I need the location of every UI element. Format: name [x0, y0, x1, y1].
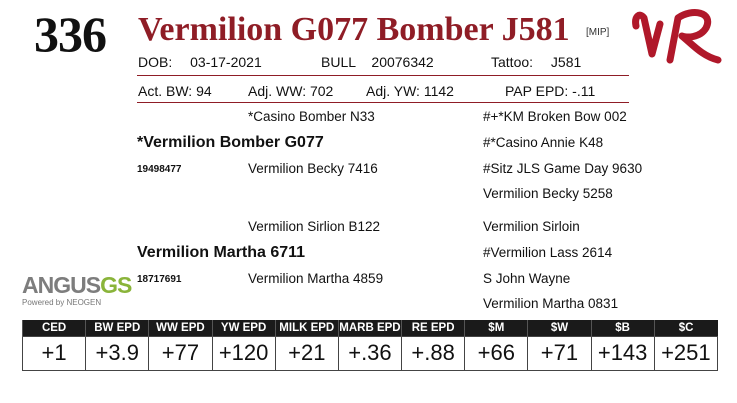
- tattoo-label: Tattoo:: [491, 54, 534, 70]
- logo-angus-text: ANGUS: [22, 272, 101, 298]
- dam-registration: 18717691: [137, 274, 182, 285]
- sex-value: BULL: [321, 54, 356, 70]
- epd-table: CED BW EPD WW EPD YW EPD MILK EPD MARB E…: [21, 320, 719, 371]
- epd-header-m: $M: [464, 320, 528, 336]
- registry-tag: [MIP]: [586, 27, 610, 38]
- dob-row: DOB: 03-17-2021: [138, 53, 262, 71]
- pedigree-sire-sire: *Casino Bomber N33: [248, 109, 375, 124]
- epd-value-m: +66: [464, 335, 529, 371]
- pedigree-dd-sire: S John Wayne: [483, 271, 571, 286]
- dob-label: DOB:: [138, 54, 173, 70]
- epd-value-re: +.88: [401, 335, 466, 371]
- epd-value-w: +71: [527, 335, 592, 371]
- epd-header-milk: MILK EPD: [274, 320, 339, 336]
- tattoo-value: J581: [550, 54, 582, 70]
- pedigree-sire: *Vermilion Bomber G077: [137, 134, 324, 151]
- animal-name: Vermilion G077 Bomber J581: [138, 11, 570, 48]
- logo-subtitle: Powered by NEOGEN: [22, 298, 102, 307]
- epd-value-ced: +1: [21, 335, 87, 371]
- pedigree-sire-dam: Vermilion Becky 7416: [248, 161, 378, 176]
- epd-value-bw: +3.9: [85, 335, 150, 371]
- vr-brand-logo: [632, 9, 722, 64]
- epd-value-yw: +120: [211, 335, 276, 371]
- sex-registration: BULL 20076342: [321, 53, 434, 71]
- epd-header-bw: BW EPD: [85, 320, 149, 336]
- pedigree-sd-dam: Vermilion Becky 5258: [483, 186, 613, 201]
- pap-epd: PAP EPD: -.11: [505, 83, 596, 99]
- adj-yw: Adj. YW: 1142: [366, 83, 454, 99]
- epd-value-milk: +21: [274, 335, 339, 371]
- pedigree-ss-sire: #+*KM Broken Bow 002: [483, 109, 627, 124]
- pedigree-dam-sire: Vermilion Sirlion B122: [248, 219, 381, 234]
- pedigree-dam-dam: Vermilion Martha 4859: [248, 271, 384, 286]
- epd-header-ww: WW EPD: [148, 320, 213, 336]
- lot-number: 336: [34, 6, 107, 62]
- epd-header-ced: CED: [21, 320, 86, 336]
- pedigree-sd-sire: #Sitz JLS Game Day 9630: [483, 161, 643, 176]
- logo-gs-text: GS: [100, 272, 132, 298]
- sire-registration: 19498477: [137, 164, 182, 175]
- dob-value: 03-17-2021: [190, 54, 262, 70]
- act-bw: Act. BW: 94: [138, 83, 212, 99]
- epd-header-c: $C: [653, 320, 718, 336]
- adj-ww: Adj. WW: 702: [248, 83, 334, 99]
- tattoo-row: Tattoo: J581: [491, 53, 581, 71]
- info-divider: [137, 75, 629, 76]
- epd-value-row: +1 +3.9 +77 +120 +21 +.36 +.88 +66 +71 +…: [21, 335, 719, 371]
- epd-header-row: CED BW EPD WW EPD YW EPD MILK EPD MARB E…: [21, 320, 718, 336]
- epd-header-yw: YW EPD: [211, 320, 276, 336]
- epd-value-c: +251: [653, 335, 719, 371]
- pedigree-dd-dam: Vermilion Martha 0831: [483, 296, 619, 311]
- epd-value-b: +143: [590, 335, 655, 371]
- epd-header-re: RE EPD: [401, 320, 465, 336]
- pedigree-ds-dam: #Vermilion Lass 2614: [483, 245, 613, 260]
- epd-header-w: $W: [527, 320, 592, 336]
- epd-value-ww: +77: [148, 335, 213, 371]
- weights-divider: [137, 102, 629, 103]
- epd-value-marb: +.36: [337, 335, 403, 371]
- pedigree-dam: Vermilion Martha 6711: [137, 244, 306, 261]
- pedigree-ds-sire: Vermilion Sirloin: [483, 219, 580, 234]
- pedigree-ss-dam: #*Casino Annie K48: [483, 135, 604, 150]
- angus-gs-logo: ANGUSGS Powered by NEOGEN: [22, 272, 132, 308]
- registration-number: 20076342: [371, 54, 434, 70]
- epd-header-marb: MARB EPD: [337, 320, 402, 336]
- epd-header-b: $B: [590, 320, 655, 336]
